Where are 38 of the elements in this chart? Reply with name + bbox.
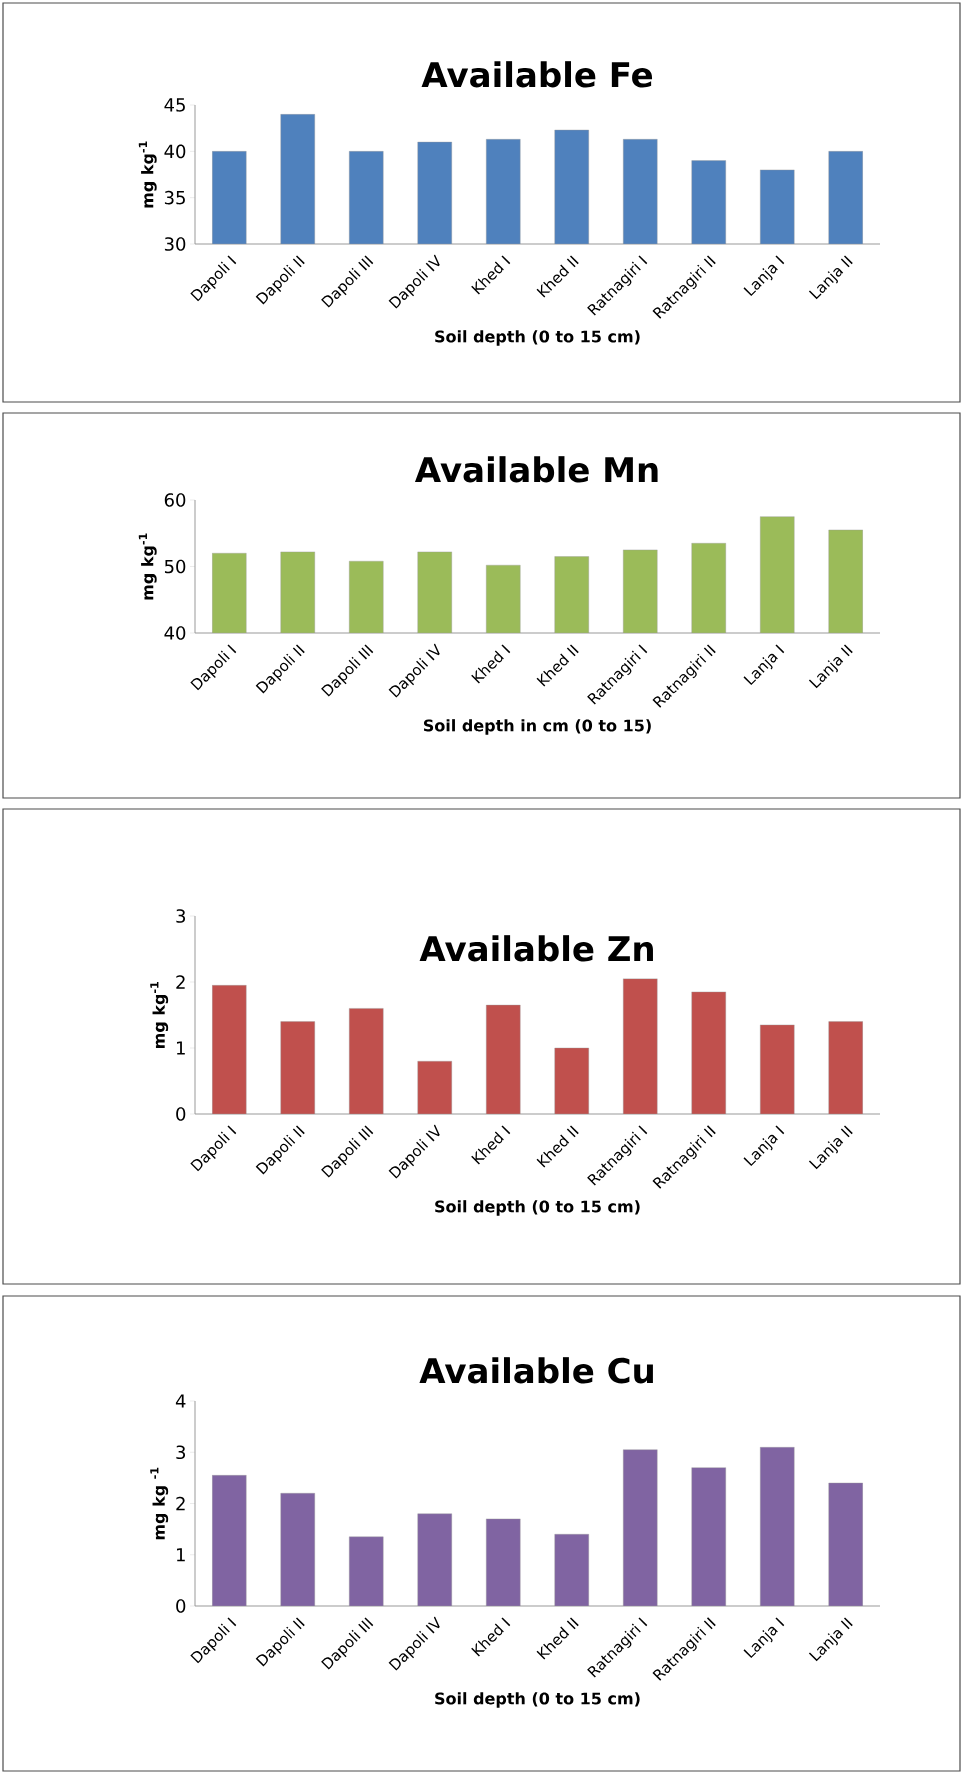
y-tick-label: 40	[164, 626, 186, 640]
y-tick-label: 45	[164, 98, 185, 112]
x-axis-title: Soil depth (0 to 15 cm)	[435, 1200, 640, 1216]
x-axis-title: Soil depth (0 to 15 cm)	[435, 330, 640, 346]
bar	[691, 991, 726, 1115]
bar	[349, 1008, 384, 1115]
chart-title: Available Cu	[419, 1357, 653, 1384]
chart-title: Available Zn	[419, 935, 653, 962]
y-tick-label: 30	[164, 237, 186, 251]
y-axis-title: mg kg$^{-1}$	[150, 981, 169, 1049]
y-tick-label: 35	[164, 190, 185, 205]
y-tick-label: 50	[164, 559, 186, 574]
y-tick-label: 2	[176, 1496, 185, 1511]
bar	[486, 1004, 521, 1115]
y-tick-label: 0	[176, 1107, 186, 1121]
y-tick-label: 3	[176, 1445, 186, 1460]
y-tick-label: 2	[176, 975, 185, 989]
bar	[828, 1021, 863, 1115]
chart-title: Available Fe	[421, 61, 653, 88]
y-tick-label: 3	[176, 909, 186, 923]
bar	[417, 1061, 452, 1115]
bar	[280, 1021, 315, 1115]
y-tick-label: 1	[176, 1548, 185, 1562]
y-tick-label: 0	[176, 1599, 186, 1613]
bar	[554, 1047, 589, 1115]
y-axis-title: mg kg$^{-1}$	[138, 533, 157, 600]
y-axis-title: mg kg $^{-1}$	[150, 1467, 169, 1540]
x-axis-title: Soil depth (0 to 15 cm)	[435, 1692, 640, 1708]
bar	[212, 985, 247, 1115]
bar	[623, 978, 658, 1115]
x-axis-title: Soil depth in cm (0 to 15)	[423, 719, 651, 735]
y-tick-label: 4	[175, 1394, 186, 1408]
y-tick-label: 40	[164, 144, 186, 159]
y-tick-label: 60	[164, 493, 186, 507]
y-tick-label: 1	[176, 1041, 185, 1055]
y-axis-title: mg kg$^{-1}$	[138, 141, 157, 208]
bar	[760, 1024, 795, 1115]
chart-title: Available Mn	[414, 456, 658, 483]
